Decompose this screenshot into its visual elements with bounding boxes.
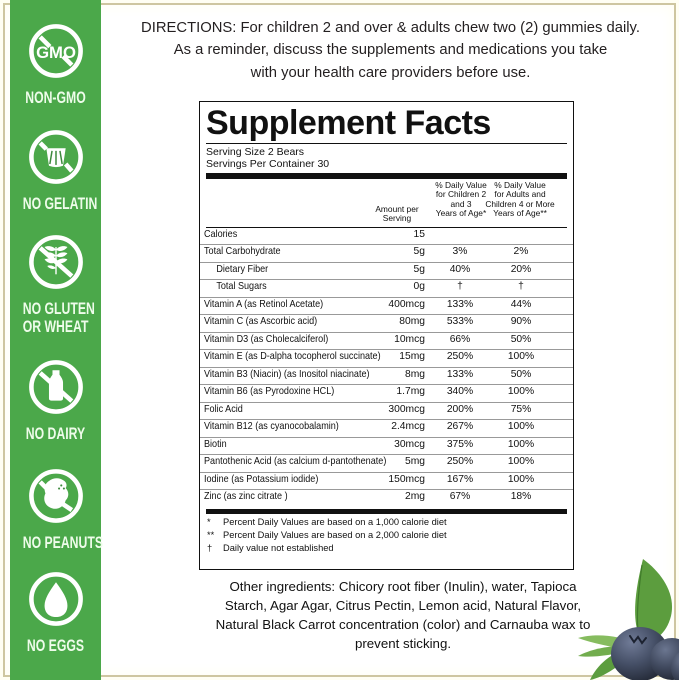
- svg-text:GMO: GMO: [36, 43, 76, 62]
